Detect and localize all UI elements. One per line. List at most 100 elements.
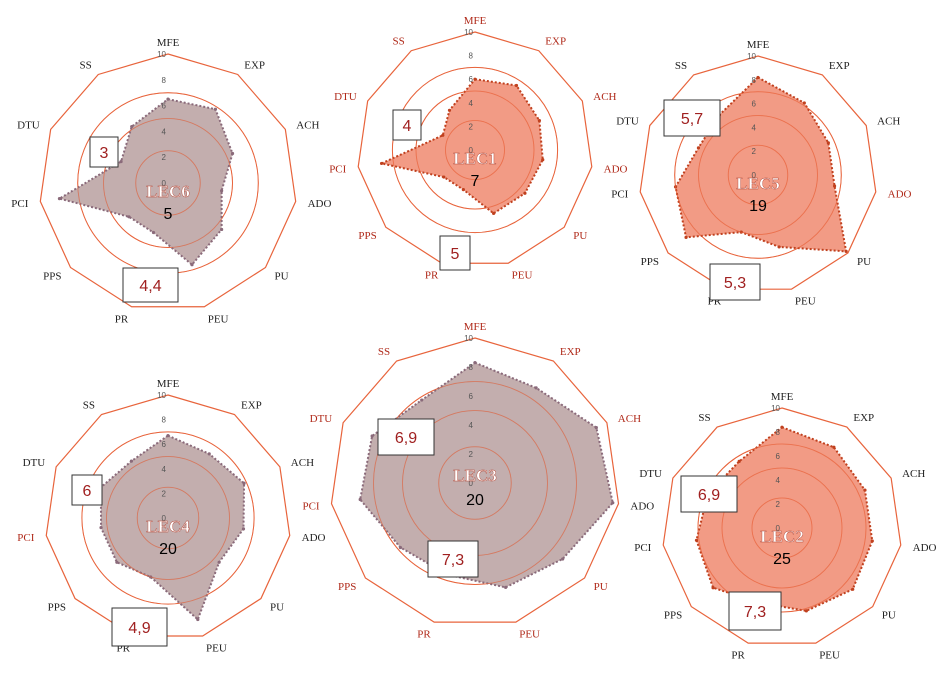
radial-tick-label: 4 — [469, 421, 474, 430]
annotation-value: 5 — [451, 246, 460, 263]
axis-label-pci: PCI — [17, 532, 34, 544]
axis-label-exp: EXP — [545, 36, 566, 48]
annotation-value: 5,3 — [724, 275, 746, 292]
series-area — [56, 98, 234, 267]
data-point-ado — [832, 184, 837, 188]
data-point-peu — [190, 263, 194, 267]
data-point-dtu — [370, 434, 374, 438]
data-point-peu — [196, 617, 200, 622]
axis-label-ach: ACH — [618, 413, 641, 425]
radial-tick-label: 6 — [752, 100, 757, 109]
radial-tick-label: 2 — [469, 122, 474, 131]
chart-title: LEC4 — [146, 517, 190, 536]
data-point-ado — [870, 539, 874, 543]
data-point-pps — [127, 215, 131, 219]
axis-label-pci: PCI — [634, 542, 651, 554]
radial-grid-ring-overlay — [135, 150, 201, 216]
data-point-pu — [844, 249, 848, 253]
data-point-pu — [220, 227, 224, 232]
radial-tick-label: 4 — [776, 476, 781, 485]
annotation-box — [71, 474, 103, 506]
data-point-ss — [420, 398, 424, 402]
axis-label-dtu: DTU — [310, 413, 333, 425]
radial-tick-label: 8 — [469, 363, 474, 372]
axis-label-exp: EXP — [853, 412, 874, 424]
radial-grid-ring-overlay — [751, 497, 813, 559]
data-point-exp — [534, 386, 538, 390]
radial-grid-ring-overlay — [697, 443, 867, 613]
axis-label-peu: PEU — [208, 313, 229, 325]
axis-label-dtu: DTU — [616, 116, 639, 128]
annotation-value: 3 — [100, 145, 109, 162]
axis-label-ss: SS — [80, 59, 92, 71]
chart-count: 5 — [164, 206, 173, 223]
chart-title: LEC3 — [453, 466, 496, 485]
data-point-mfe — [473, 361, 477, 365]
data-point-pu — [523, 191, 527, 195]
data-point-mfe — [473, 77, 477, 81]
radial-grid-ring-overlay — [81, 431, 255, 605]
axis-label-pu: PU — [857, 256, 871, 268]
data-point-ach — [863, 488, 867, 492]
axis-label-pps: PPS — [338, 581, 356, 593]
axis-label-pr: PR — [115, 313, 129, 325]
axis-label-pu: PU — [594, 581, 608, 593]
radial-tick-label: 6 — [776, 452, 781, 461]
data-point-pps — [398, 545, 403, 550]
axis-label-pu: PU — [270, 601, 284, 613]
data-point-pu — [851, 587, 855, 591]
data-point-pu — [561, 557, 565, 561]
annotation-value: 5,7 — [681, 111, 703, 128]
outer-frame — [357, 31, 593, 264]
radial-tick-label: 6 — [162, 102, 167, 111]
data-point-pci — [358, 497, 362, 502]
axis-label-pci: PCI — [611, 189, 628, 201]
radial-grid-ring-overlay — [391, 67, 558, 233]
data-point-exp — [832, 445, 836, 449]
data-point-ach — [826, 141, 830, 145]
data-point-pr — [461, 188, 465, 192]
axis-label-dtu: DTU — [17, 119, 40, 131]
axis-label-ach: ACH — [902, 468, 925, 480]
data-point-ach — [594, 425, 598, 430]
axis-label-pr: PR — [425, 270, 439, 282]
data-point-pps — [684, 235, 688, 239]
data-point-ach — [242, 481, 246, 485]
radial-grid-ring-overlay — [136, 486, 200, 550]
annotation-value: 6,9 — [395, 430, 417, 447]
axis-label-pci: PCI — [11, 198, 28, 210]
outer-frame — [662, 407, 902, 644]
radial-grid-ring-overlay — [721, 467, 843, 589]
data-point-mfe — [166, 433, 170, 438]
radar-chart-lec4: 0246810MFEEXPACHADOPUPEUPRPPSPCIDTUSSLEC… — [17, 378, 325, 655]
annotation-value: 7,3 — [744, 604, 766, 621]
radial-tick-label: 2 — [162, 153, 167, 162]
axis-label-peu: PEU — [819, 650, 840, 662]
chart-title: LEC1 — [453, 149, 496, 168]
radial-tick-label: 10 — [464, 334, 473, 343]
radial-tick-label: 0 — [162, 514, 167, 523]
data-point-ado — [220, 189, 224, 193]
axis-label-pps: PPS — [641, 256, 659, 268]
data-point-pci — [694, 538, 699, 542]
annotation-box — [680, 475, 738, 513]
axis-label-pps: PPS — [48, 601, 66, 613]
data-point-ado — [611, 501, 615, 505]
axis-label-pci: PCI — [302, 500, 319, 512]
annotation-box — [709, 263, 761, 301]
axis-label-pr: PR — [417, 629, 431, 641]
data-point-ach — [230, 151, 235, 156]
radial-tick-label: 4 — [162, 127, 167, 136]
axis-label-pps: PPS — [358, 230, 376, 242]
radial-tick-label: 6 — [469, 75, 474, 84]
data-point-dtu — [119, 159, 123, 164]
chart-count: 20 — [466, 492, 484, 509]
radial-tick-label: 8 — [752, 76, 757, 85]
axis-label-ss: SS — [378, 346, 390, 358]
annotation-value: 4 — [403, 118, 412, 135]
axis-label-ach: ACH — [593, 91, 616, 103]
annotation-box — [122, 267, 179, 303]
radial-tick-label: 10 — [157, 391, 166, 400]
data-point-exp — [213, 107, 218, 111]
